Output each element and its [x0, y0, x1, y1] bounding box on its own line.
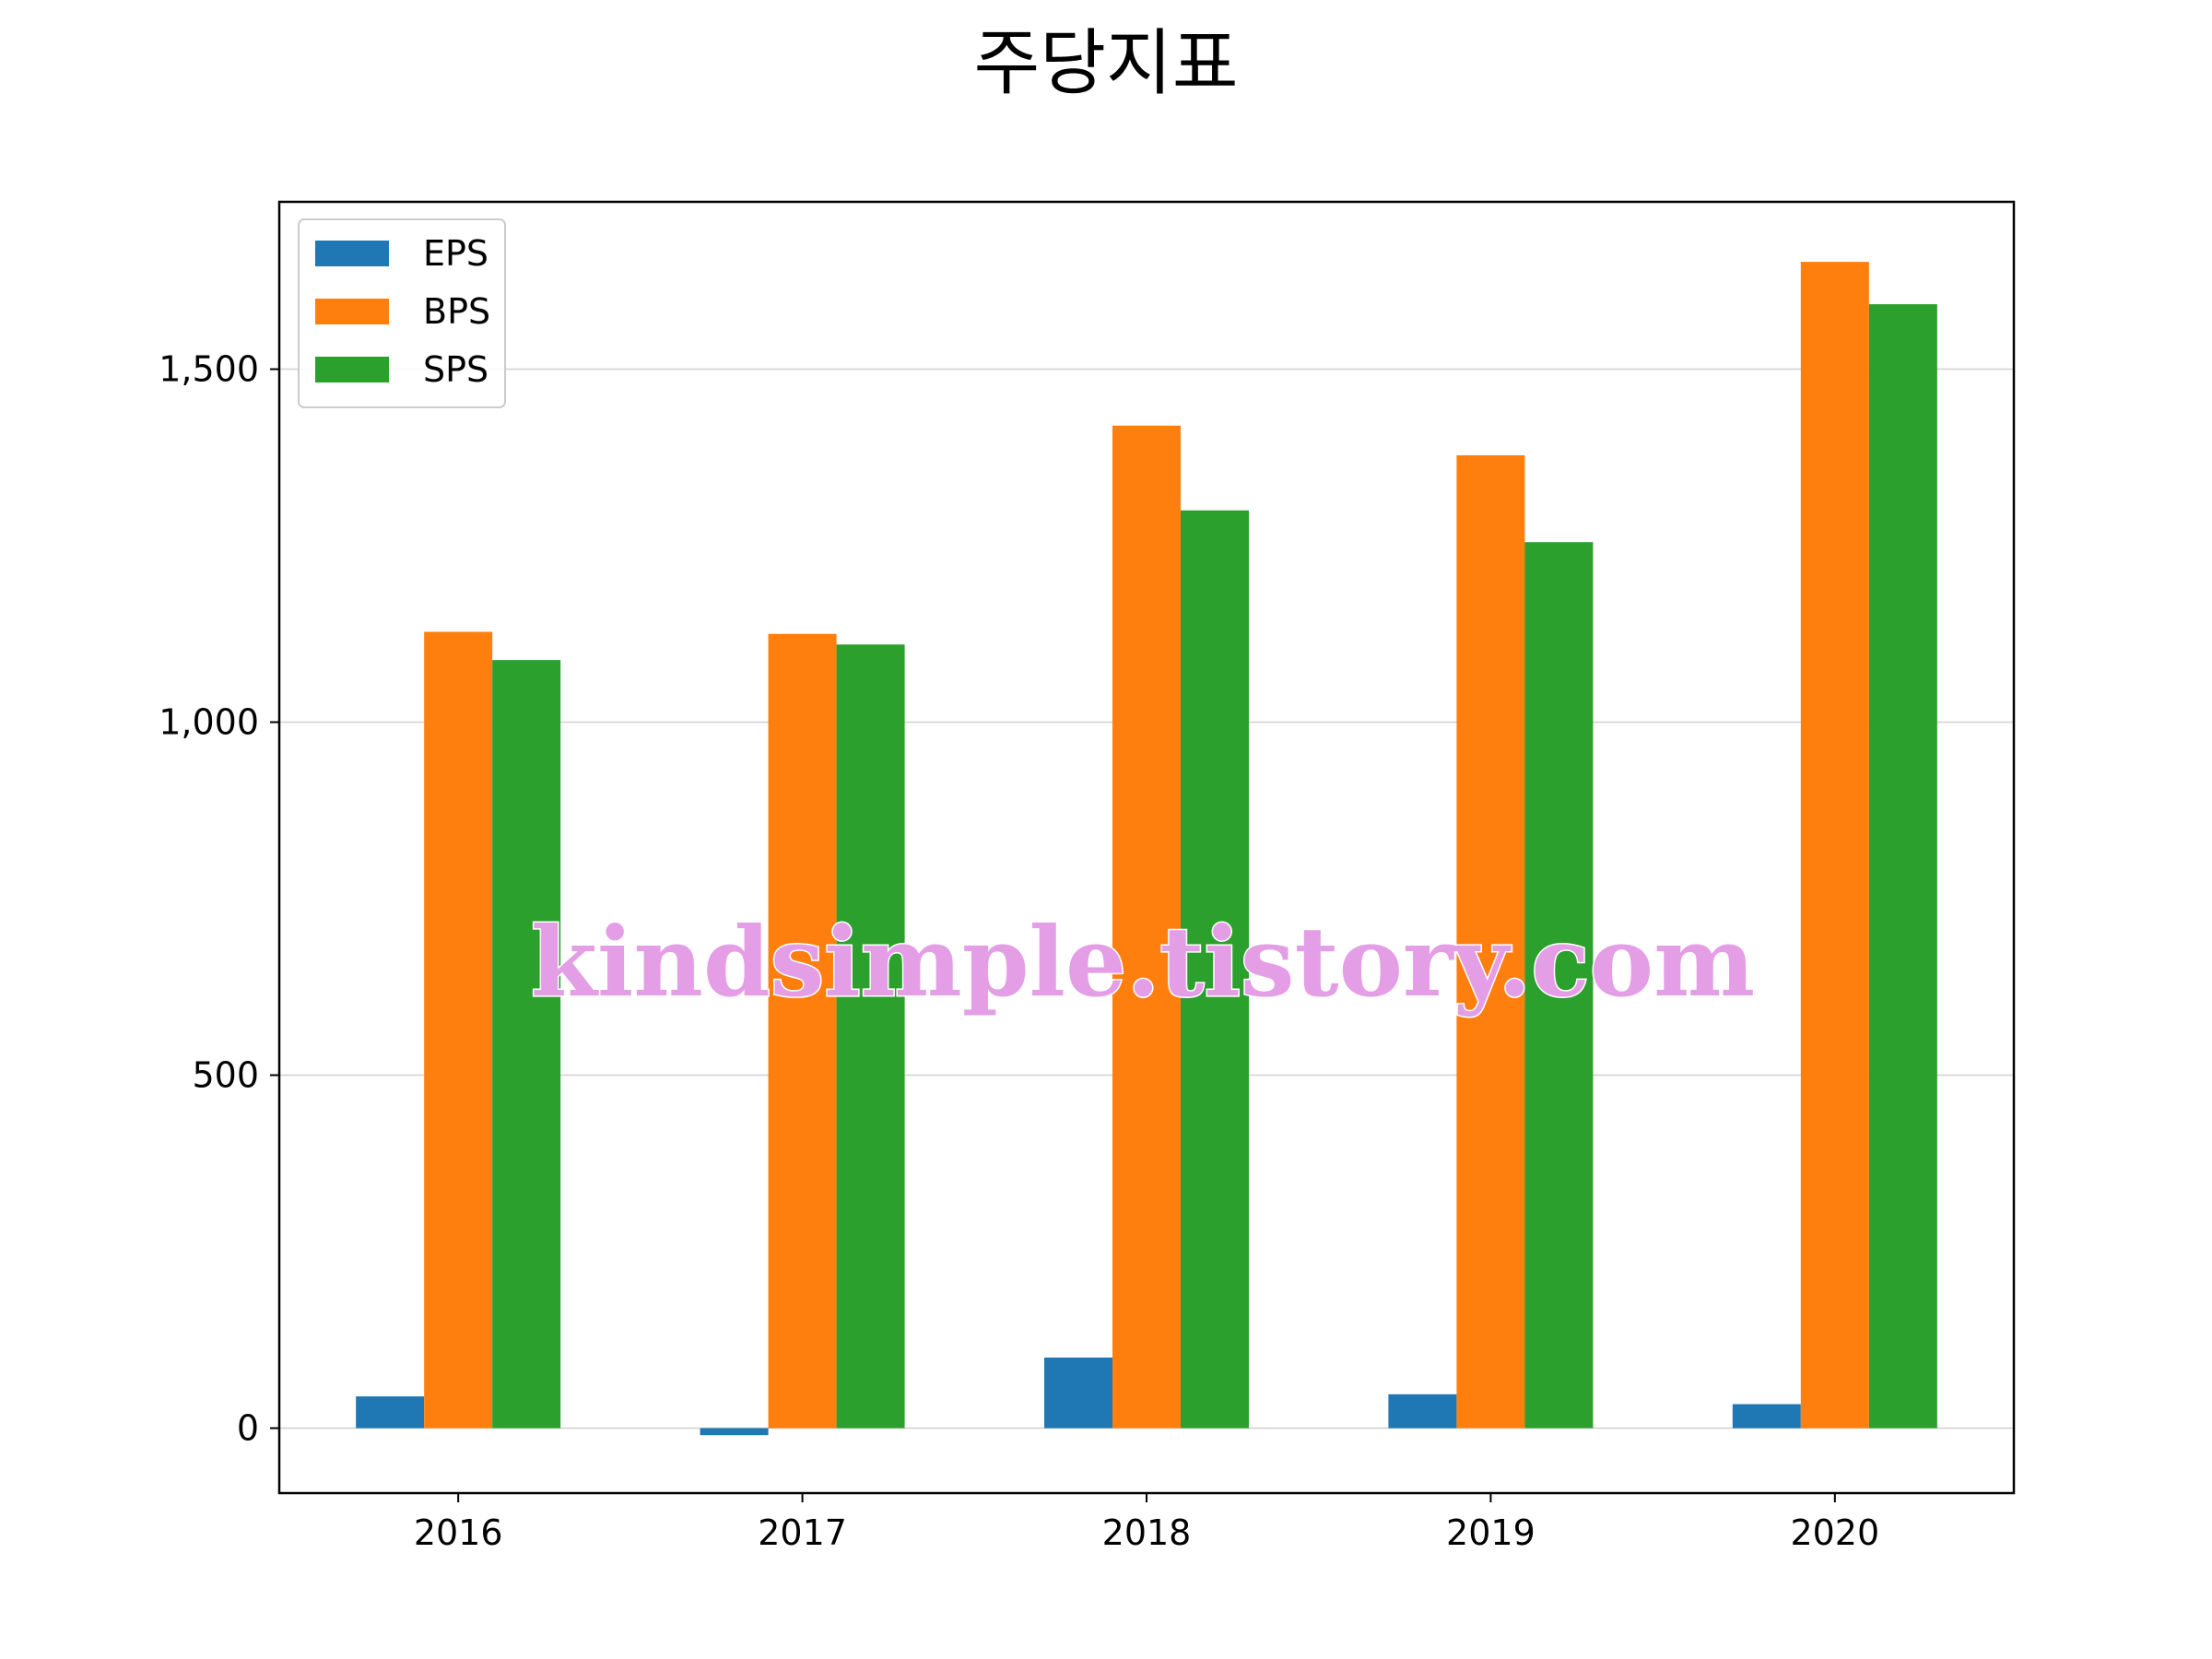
bar-sps-2017	[836, 644, 905, 1429]
x-tick-label: 2018	[1102, 1512, 1192, 1553]
legend-swatch-eps	[315, 241, 389, 266]
legend: EPS BPS SPS	[298, 218, 506, 408]
x-tick-label: 2017	[758, 1512, 847, 1553]
y-tick-label: 1,500	[159, 349, 259, 390]
bar-sps-2019	[1524, 542, 1594, 1429]
bar-bps-2016	[424, 631, 493, 1429]
x-tick-label: 2016	[414, 1512, 503, 1553]
y-tick-label: 0	[237, 1408, 259, 1449]
bar-eps-2017	[700, 1428, 769, 1436]
legend-swatch-bps	[315, 299, 389, 324]
bars	[356, 262, 1937, 1436]
watermark-text: kindsimple.tistory.com	[531, 905, 1755, 1018]
legend-label-eps: EPS	[423, 233, 488, 274]
bar-sps-2016	[492, 660, 561, 1429]
y-tick-label: 1,000	[159, 702, 259, 743]
y-tick-label: 500	[192, 1055, 259, 1096]
bar-bps-2018	[1112, 425, 1181, 1429]
axis-ticks: 0 500 1,000 1,500 2016 2017 2018 2019 2020	[159, 349, 1879, 1553]
bar-eps-2020	[1732, 1404, 1801, 1429]
legend-swatch-sps	[315, 357, 389, 382]
x-tick-label: 2020	[1790, 1512, 1879, 1553]
bar-eps-2018	[1044, 1357, 1112, 1429]
legend-label-sps: SPS	[423, 349, 488, 390]
bar-sps-2018	[1181, 510, 1249, 1429]
bar-bps-2017	[768, 633, 837, 1429]
chart-title: 주당지표	[973, 22, 1238, 105]
legend-label-bps: BPS	[423, 291, 490, 332]
bar-sps-2020	[1868, 304, 1937, 1429]
bar-bps-2019	[1456, 454, 1525, 1429]
x-tick-label: 2019	[1446, 1512, 1535, 1553]
bar-eps-2019	[1388, 1394, 1457, 1429]
bar-bps-2020	[1800, 262, 1869, 1429]
bar-eps-2016	[356, 1396, 425, 1429]
